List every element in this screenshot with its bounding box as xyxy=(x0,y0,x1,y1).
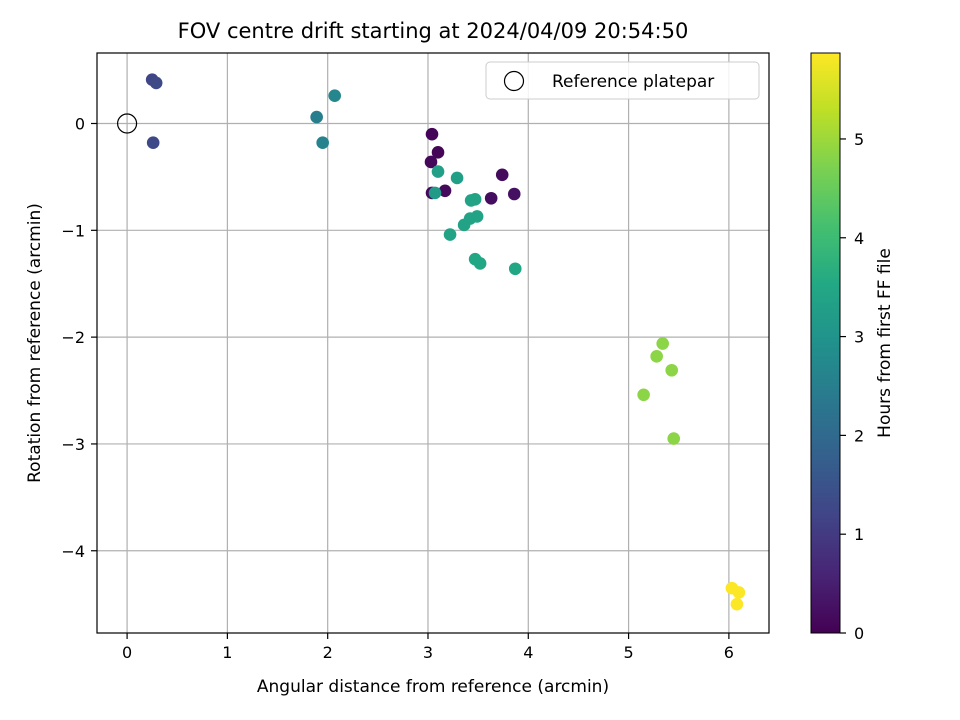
x-tick-label: 2 xyxy=(323,643,333,662)
colorbar-tick-label: 2 xyxy=(854,426,864,445)
data-point xyxy=(470,210,484,223)
data-point xyxy=(667,432,681,445)
data-point xyxy=(450,171,464,185)
data-point xyxy=(468,193,482,206)
data-point xyxy=(443,228,457,241)
data-point xyxy=(507,187,521,201)
grid-lines xyxy=(97,53,769,633)
data-point xyxy=(732,586,746,599)
colorbar-tick-label: 0 xyxy=(854,624,864,643)
x-tick-label: 5 xyxy=(623,643,633,662)
legend-box xyxy=(485,61,760,100)
colorbar-tick-label: 1 xyxy=(854,525,864,544)
x-tick-label: 6 xyxy=(724,643,734,662)
colorbar-tick-label: 5 xyxy=(854,130,864,149)
data-point xyxy=(457,218,471,232)
y-tick-label: −3 xyxy=(61,435,85,454)
y-tick-label: −4 xyxy=(61,542,85,561)
data-point xyxy=(438,184,452,198)
reference-point xyxy=(116,113,138,134)
y-axis-ticks: 0 −1 −2 −3 −4 xyxy=(61,114,97,561)
colorbar-tick-label: 3 xyxy=(854,328,864,347)
y-tick-label: −1 xyxy=(61,221,85,240)
x-tick-label: 4 xyxy=(523,643,533,662)
data-point xyxy=(730,597,744,611)
data-point xyxy=(656,337,669,350)
data-point xyxy=(316,136,329,150)
data-point xyxy=(665,363,679,377)
data-point xyxy=(328,89,342,103)
data-point xyxy=(146,136,160,150)
colorbar-gradient xyxy=(810,52,841,634)
data-points xyxy=(145,73,746,611)
legend-marker-icon xyxy=(503,70,525,92)
x-tick-label: 3 xyxy=(423,643,433,662)
colorbar-tick-label: 4 xyxy=(854,229,864,248)
data-point xyxy=(431,146,445,159)
x-axis-ticks: 0 1 2 3 4 5 6 xyxy=(122,633,734,662)
data-point xyxy=(425,127,439,141)
data-point xyxy=(495,168,509,182)
x-tick-label: 0 xyxy=(122,643,132,662)
reference-marker xyxy=(116,113,138,134)
data-point xyxy=(650,350,663,363)
colorbar-label: Hours from first FF file xyxy=(875,248,895,438)
colorbar-ticks: 0 1 2 3 4 5 xyxy=(840,130,864,643)
data-point xyxy=(484,191,498,205)
data-point xyxy=(508,262,522,276)
y-axis-label: Rotation from reference (arcmin) xyxy=(25,203,45,483)
data-point xyxy=(424,155,438,169)
y-tick-label: −2 xyxy=(61,328,85,347)
chart-title: FOV centre drift starting at 2024/04/09 … xyxy=(178,19,689,43)
data-point xyxy=(428,186,442,200)
data-point xyxy=(149,76,163,90)
x-axis-label: Angular distance from reference (arcmin) xyxy=(257,677,609,697)
plot-frame xyxy=(96,52,770,634)
legend: Reference platepar xyxy=(485,61,760,100)
data-point xyxy=(310,110,323,124)
data-point xyxy=(473,257,487,270)
data-point xyxy=(637,388,650,402)
colorbar: 0 1 2 3 4 5 Hours from first FF file xyxy=(810,52,895,643)
y-tick-label: 0 xyxy=(75,114,85,133)
x-tick-label: 1 xyxy=(222,643,232,662)
legend-label: Reference platepar xyxy=(552,72,714,92)
data-point xyxy=(431,165,445,178)
